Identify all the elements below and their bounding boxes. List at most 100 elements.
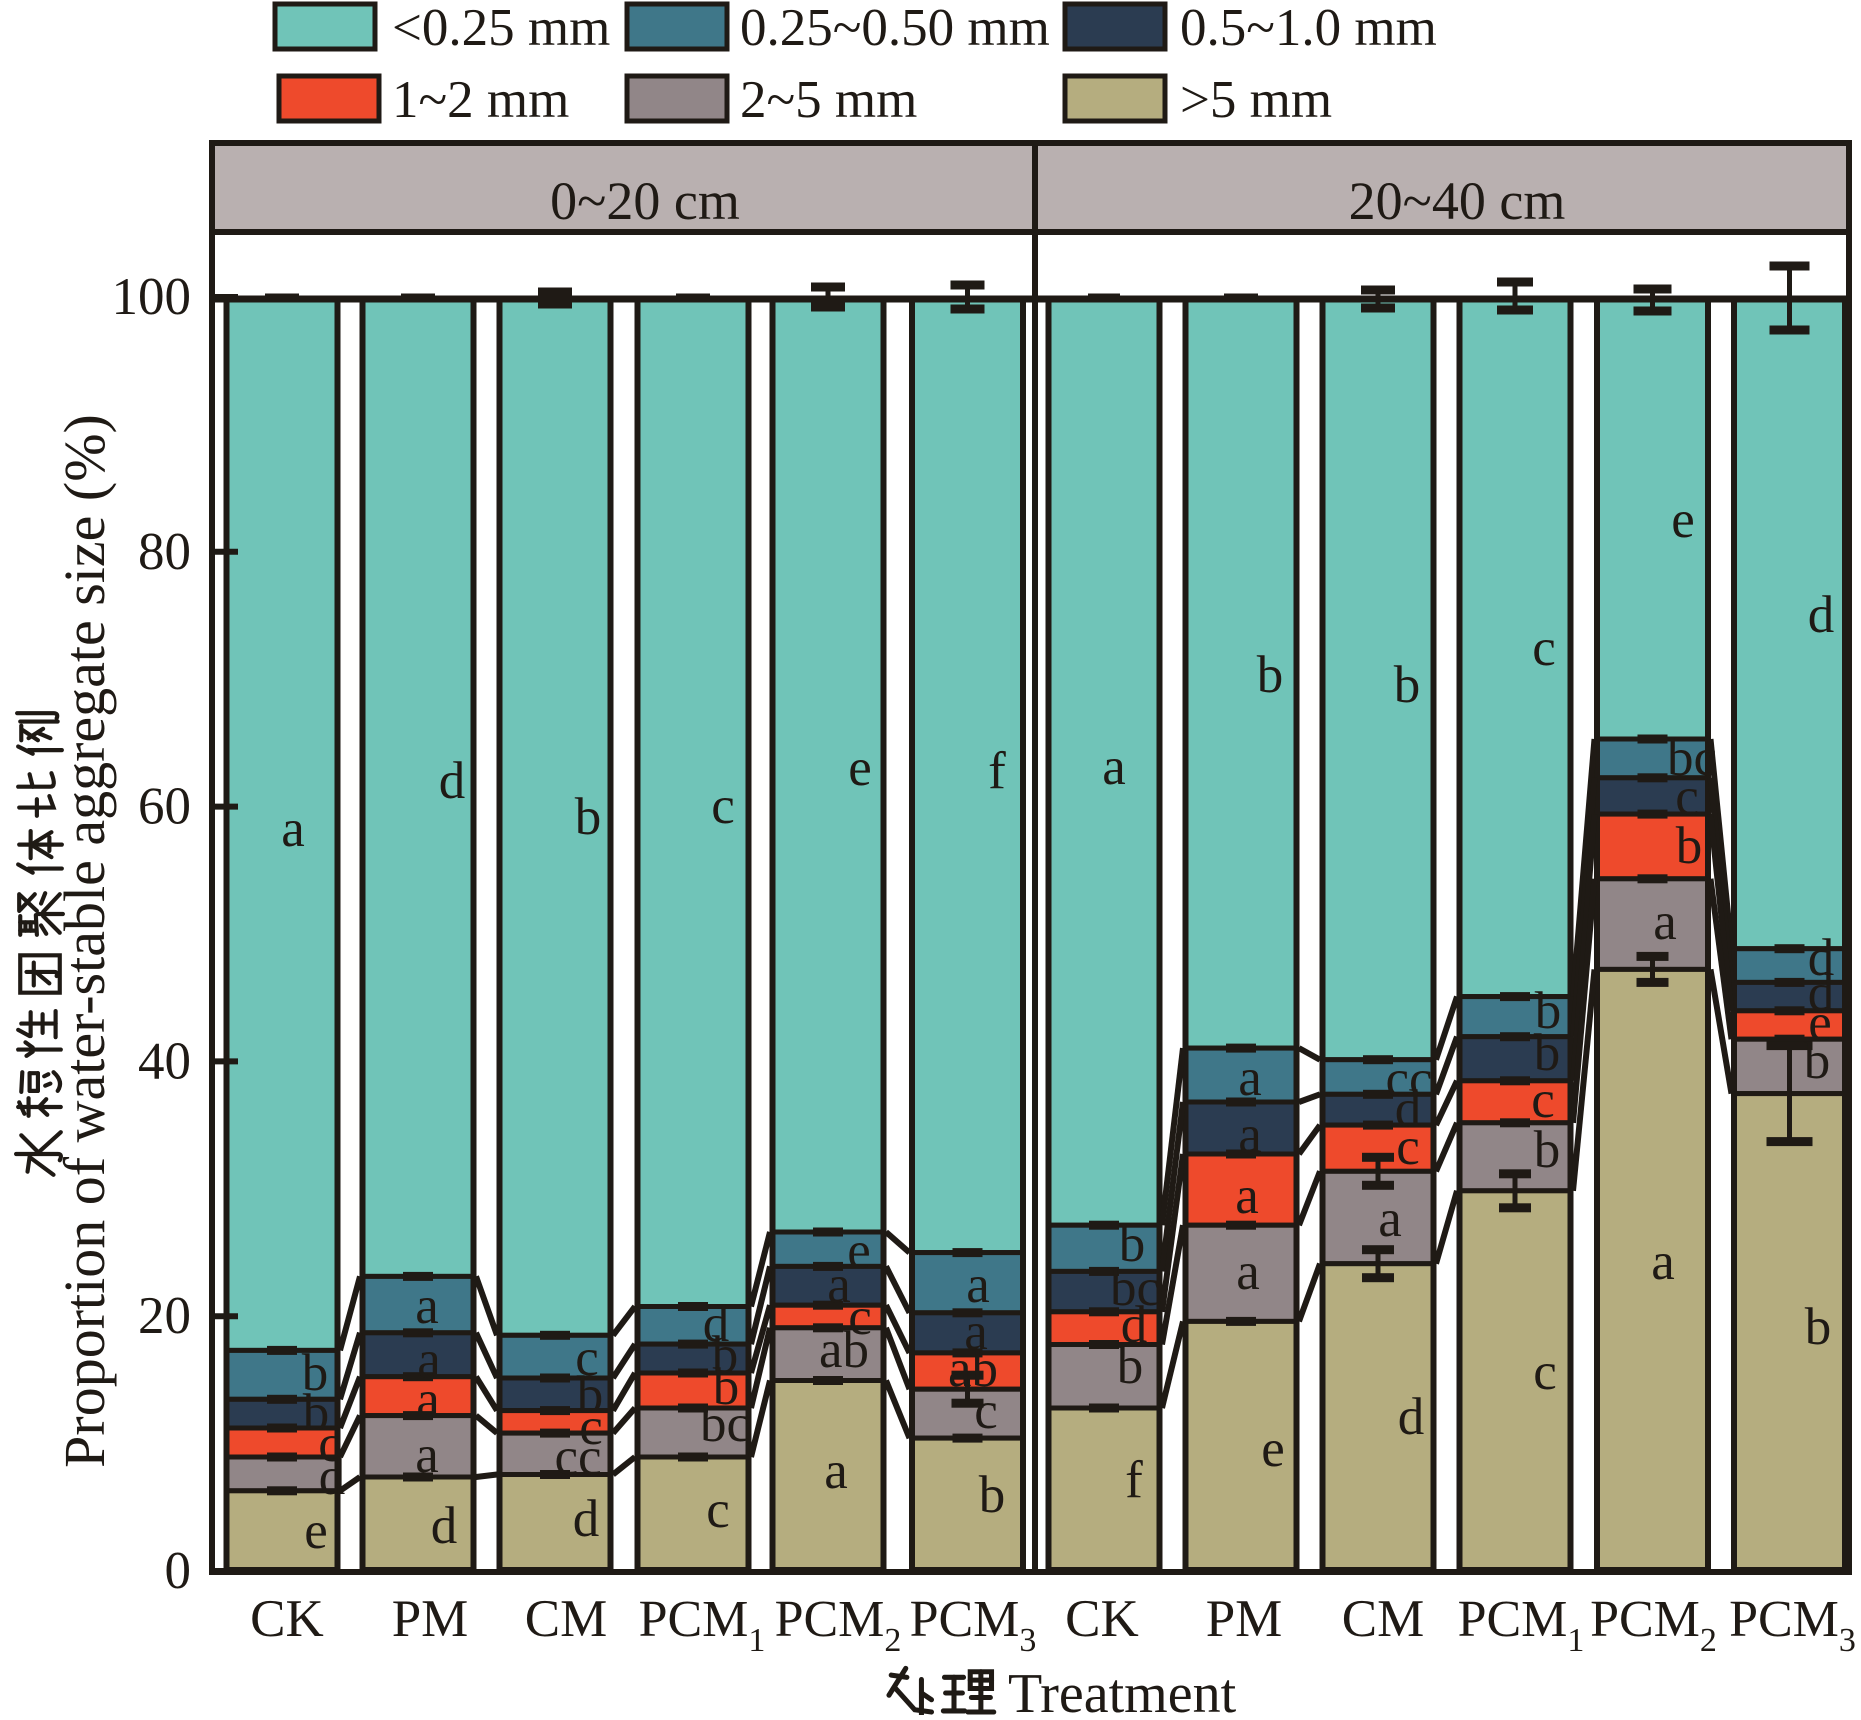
svg-text:bc: bc [1110, 1259, 1160, 1317]
svg-text:e: e [848, 739, 872, 797]
svg-text:b: b [1394, 656, 1421, 714]
svg-text:CM: CM [525, 1590, 607, 1648]
svg-text:a: a [415, 1277, 439, 1335]
svg-text:bc: bc [700, 1395, 750, 1453]
svg-text:20~40 cm: 20~40 cm [1349, 171, 1566, 231]
svg-text:e: e [304, 1502, 328, 1560]
svg-text:b: b [712, 1326, 739, 1384]
svg-text:b: b [979, 1466, 1006, 1524]
svg-text:c: c [579, 1398, 603, 1456]
svg-text:a: a [1235, 1167, 1259, 1225]
svg-text:CM: CM [1342, 1590, 1424, 1648]
svg-text:d: d [573, 1490, 600, 1548]
svg-text:e: e [847, 1222, 871, 1280]
svg-text:b: b [1804, 1032, 1831, 1090]
svg-text:b: b [713, 1358, 740, 1416]
svg-text:a: a [824, 1442, 848, 1500]
svg-text:PM: PM [392, 1590, 469, 1648]
svg-text:a: a [417, 1331, 441, 1389]
svg-text:PM: PM [1206, 1590, 1283, 1648]
svg-text:c: c [1533, 1343, 1557, 1401]
svg-text:PCM1: PCM1 [1458, 1591, 1585, 1659]
svg-text:d: d [1808, 964, 1835, 1022]
svg-text:b: b [1535, 982, 1562, 1040]
svg-text:a: a [1102, 738, 1126, 796]
svg-text:c: c [575, 1329, 599, 1387]
svg-text:a: a [1651, 1233, 1675, 1291]
svg-text:e: e [1261, 1420, 1285, 1478]
svg-text:b: b [1534, 1121, 1561, 1179]
svg-text:0: 0 [165, 1542, 192, 1600]
svg-text:100: 100 [112, 268, 192, 326]
svg-text:c: c [1396, 1118, 1420, 1176]
svg-text:60: 60 [138, 778, 191, 836]
svg-text:a: a [1653, 893, 1677, 951]
svg-text:0.25~0.50 mm: 0.25~0.50 mm [740, 0, 1050, 57]
svg-text:Proportion of water-stable agg: Proportion of water-stable aggregate siz… [52, 414, 117, 1468]
svg-text:ab: ab [948, 1340, 998, 1398]
svg-text:Treatment: Treatment [1008, 1663, 1237, 1715]
svg-text:a: a [1378, 1190, 1402, 1248]
svg-text:c: c [974, 1382, 998, 1440]
svg-text:c: c [1531, 1071, 1555, 1129]
svg-text:bc: bc [1667, 729, 1717, 787]
svg-text:a: a [966, 1256, 990, 1314]
svg-text:0.5~1.0 mm: 0.5~1.0 mm [1180, 0, 1437, 57]
svg-text:PCM3: PCM3 [1729, 1591, 1856, 1659]
svg-text:20: 20 [138, 1287, 191, 1345]
svg-text:b: b [303, 1384, 330, 1442]
svg-text:b: b [575, 788, 602, 846]
svg-text:a: a [281, 800, 305, 858]
svg-text:c: c [711, 777, 735, 835]
svg-text:b: b [1257, 646, 1284, 704]
svg-text:d: d [319, 1448, 346, 1506]
svg-text:a: a [1238, 1106, 1262, 1164]
svg-text:<0.25 mm: <0.25 mm [392, 0, 610, 57]
svg-text:b: b [1805, 1298, 1832, 1356]
svg-text:2~5 mm: 2~5 mm [740, 71, 917, 129]
svg-text:c: c [1675, 768, 1699, 826]
svg-text:c: c [848, 1288, 872, 1346]
svg-text:a: a [827, 1256, 851, 1314]
svg-text:b: b [577, 1366, 604, 1424]
svg-text:d: d [703, 1295, 730, 1353]
svg-text:d: d [1398, 1388, 1425, 1446]
svg-text:PCM1: PCM1 [639, 1591, 766, 1659]
svg-text:0~20 cm: 0~20 cm [550, 171, 740, 231]
svg-text:>5 mm: >5 mm [1180, 71, 1332, 129]
svg-text:d: d [1808, 929, 1835, 987]
svg-text:f: f [1125, 1451, 1143, 1509]
svg-text:PCM2: PCM2 [1590, 1591, 1717, 1659]
svg-text:d: d [1121, 1296, 1148, 1354]
svg-text:cc: cc [1385, 1050, 1432, 1108]
svg-text:e: e [1671, 491, 1695, 549]
svg-text:40: 40 [138, 1032, 191, 1090]
svg-text:f: f [988, 742, 1006, 800]
svg-text:b: b [1119, 1215, 1146, 1273]
svg-text:80: 80 [138, 523, 191, 581]
svg-text:a: a [415, 1426, 439, 1484]
svg-text:e: e [1808, 994, 1832, 1052]
svg-text:CK: CK [1065, 1590, 1139, 1648]
svg-text:a: a [1236, 1243, 1260, 1301]
svg-text:d: d [439, 752, 466, 810]
svg-text:b: b [1534, 1024, 1561, 1082]
svg-text:PCM3: PCM3 [910, 1591, 1037, 1659]
svg-text:ab: ab [819, 1321, 869, 1379]
svg-text:a: a [1238, 1049, 1262, 1107]
svg-text:b: b [1117, 1337, 1144, 1395]
svg-text:b: b [1676, 817, 1703, 875]
svg-text:cc: cc [554, 1428, 601, 1486]
svg-text:a: a [416, 1371, 440, 1429]
svg-text:PCM2: PCM2 [775, 1591, 902, 1659]
svg-text:1~2 mm: 1~2 mm [392, 71, 569, 129]
svg-text:d: d [431, 1497, 458, 1555]
svg-text:a: a [964, 1303, 988, 1361]
svg-text:c: c [1532, 619, 1556, 677]
svg-text:d: d [1808, 586, 1835, 644]
svg-text:b: b [302, 1344, 329, 1402]
svg-text:d: d [1395, 1080, 1422, 1138]
svg-text:CK: CK [250, 1590, 324, 1648]
svg-text:c: c [318, 1415, 342, 1473]
svg-text:c: c [706, 1481, 730, 1539]
